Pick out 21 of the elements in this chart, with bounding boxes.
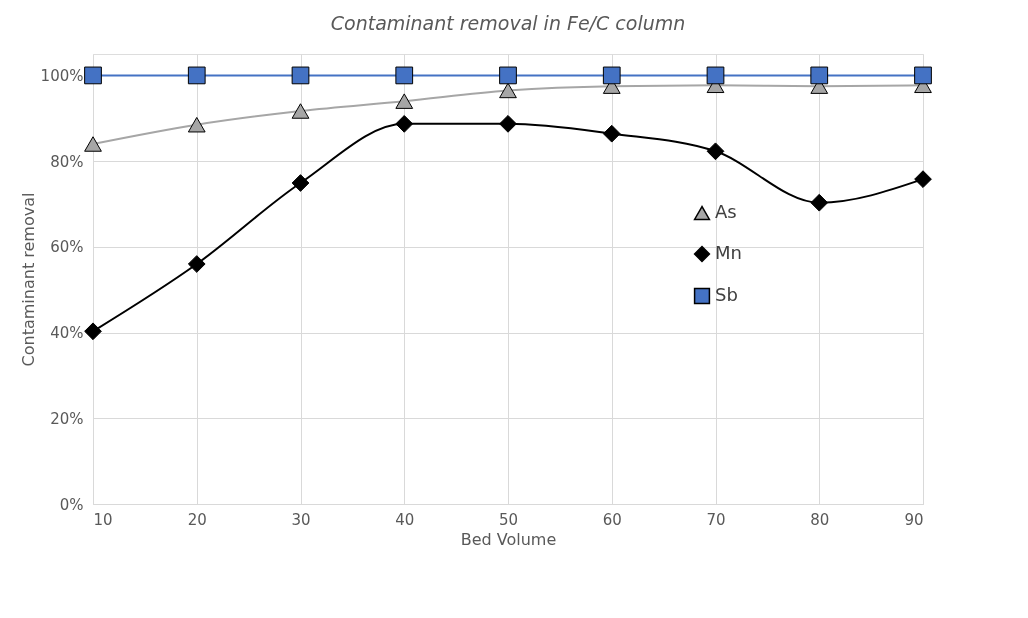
x-tick-label: 70 — [706, 510, 726, 529]
x-tick-label: 40 — [395, 510, 415, 529]
x-tick-label: 10 — [93, 510, 113, 529]
legend-label: Sb — [715, 284, 738, 305]
y-tick-label: 60% — [50, 238, 84, 257]
y-tick-label: 40% — [50, 324, 84, 343]
x-tick-label: 50 — [498, 510, 519, 529]
chart-title: Contaminant removal in Fe/C column — [330, 12, 686, 34]
y-tick-label: 0% — [59, 495, 84, 514]
x-tick-label: 80 — [810, 510, 830, 529]
y-tick-label: 100% — [40, 66, 84, 85]
y-tick-label: 20% — [50, 409, 84, 428]
x-tick-label: 90 — [904, 510, 924, 529]
legend-label: Mn — [715, 242, 742, 263]
y-tick-label: 80% — [50, 152, 84, 171]
y-axis-title: Contaminant removal — [18, 192, 38, 367]
x-axis-title: Bed Volume — [460, 529, 557, 549]
x-tick-label: 20 — [187, 510, 207, 529]
x-tick-label: 60 — [602, 510, 622, 529]
x-tick-label: 30 — [291, 510, 311, 529]
legend-label: As — [715, 201, 737, 222]
